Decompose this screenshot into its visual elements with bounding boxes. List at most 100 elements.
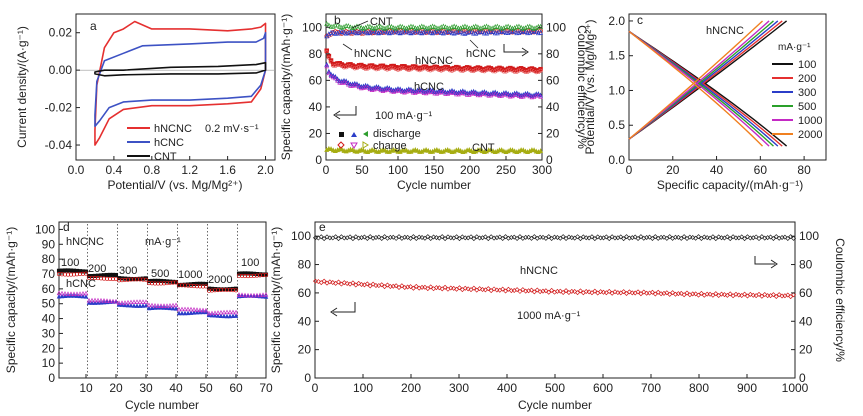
panel-b-point-hcnc-right <box>326 31 332 37</box>
panel-b-point-hcnc-right <box>330 29 336 35</box>
panel-b-point-hcnc-right <box>345 30 351 36</box>
panel-d-point <box>218 313 224 319</box>
panel-c-ylabel: Potential/V (vs. Mg/Mg²⁺) <box>583 19 597 154</box>
panel-e-point-efficiency <box>652 234 658 240</box>
panel-e-yl-tick-label: 20 <box>298 343 312 357</box>
panel-e-point-capacity <box>546 289 552 295</box>
panel-d-point <box>83 290 89 296</box>
panel-e-point-efficiency <box>543 235 549 241</box>
legend-b-charge-label: charge <box>373 140 407 152</box>
panel-b-point-hcnc-right <box>339 28 345 34</box>
panel-e-point-efficiency <box>632 234 638 240</box>
panel-b-point-cnt-right <box>494 23 500 29</box>
panel-e-point-capacity <box>451 285 457 291</box>
panel-b-pointer-cnt <box>351 20 369 29</box>
panel-e-arrow-left <box>333 302 356 313</box>
panel-d-point <box>173 302 179 308</box>
panel-e-point-capacity <box>520 287 526 293</box>
panel-e-point-efficiency <box>347 234 353 240</box>
panel-b-point-cnt-left <box>328 146 334 152</box>
cv-curve-hncnc <box>94 20 267 146</box>
panel-b-point-hcnc-right <box>414 28 420 34</box>
legend-b-discharge-hcnc <box>351 132 357 137</box>
panel-e-point-efficiency <box>770 236 776 242</box>
panel-d-point <box>116 278 122 283</box>
panel-e-arrowhead-right <box>770 259 778 269</box>
panel-b-point-cnt-right <box>484 23 490 29</box>
panel-e-point-capacity <box>330 280 336 286</box>
panel-d-y-tick-label: 60 <box>42 282 56 296</box>
panel-b-x-tick-label: 250 <box>496 163 516 177</box>
panel-c-x-tick-label: 40 <box>710 163 724 177</box>
panel-d-point <box>95 297 101 303</box>
panel-d-point <box>83 271 89 276</box>
panel-b-point-hcnc-right <box>404 28 410 34</box>
panel-b-point-cnt-right <box>443 24 448 30</box>
panel-d-point <box>242 273 248 279</box>
panel-e-point-capacity <box>321 278 327 284</box>
panel-d-point <box>209 310 215 316</box>
panel-b-point-hcnc-right <box>356 29 362 35</box>
panel-e-point-efficiency <box>595 234 601 240</box>
panel-e-xticks: 0 100 200 300 400 500 600 700 800 900 1000 <box>312 374 809 395</box>
panel-e-point-capacity <box>698 290 704 296</box>
panel-d-point <box>116 300 122 305</box>
panel-d-xlabel: Cycle number <box>125 398 199 412</box>
panel-d-point <box>242 292 248 298</box>
legend-c-label-2000: 2000 <box>798 129 822 141</box>
panel-d-point <box>119 278 125 283</box>
panel-d-point <box>89 297 95 303</box>
panel-e-point-efficiency <box>678 235 684 241</box>
panel-d-xticks: 10 20 30 40 50 60 70 <box>79 374 273 395</box>
panel-b-point-cnt-right <box>462 23 468 29</box>
panel-b-point-cnt-right <box>451 23 457 29</box>
panel-b-pointer-hcnc <box>469 39 479 49</box>
panel-b: 0 50 100 150 200 250 300 0 20 40 60 80 100 0 20 40 60 8… <box>279 13 589 192</box>
panel-d-point <box>263 272 269 278</box>
panel-d-point <box>143 299 149 304</box>
panel-d-point <box>200 284 206 289</box>
panel-d-point <box>74 291 80 296</box>
panel-d-point <box>128 303 134 308</box>
panel-d-point <box>140 299 146 304</box>
panel-e-x-tick-label: 0 <box>312 381 319 395</box>
panel-d-y-tick-label: 20 <box>42 341 56 355</box>
panel-e-point-efficiency <box>336 236 342 242</box>
panel-c-legend-title: mA·g⁻¹ <box>778 42 811 53</box>
panel-d-point <box>110 276 116 282</box>
panel-e-yl-tick-label: 80 <box>298 258 312 272</box>
panel-c-y-tick-label: 2.0 <box>608 14 625 28</box>
panel-e-point-capacity <box>713 291 719 297</box>
panel-e-ylabel-left: Specific capacity/(mAh·g⁻¹) <box>269 227 283 373</box>
panel-d-point <box>59 293 65 299</box>
panel-d-rate-200: 200 <box>88 263 106 275</box>
panel-d-point <box>260 292 266 297</box>
panel-b-yl-tick-label: 100 <box>302 20 322 34</box>
panel-d-point <box>86 275 92 280</box>
panel-e-point-capacity <box>480 286 486 292</box>
panel-d-point <box>89 300 95 305</box>
panel-d-point <box>122 300 128 305</box>
panel-c-x-tick-label: 20 <box>666 163 680 177</box>
panel-e-x-tick-label: 200 <box>401 381 421 395</box>
panel-e-x-tick-label: 100 <box>353 381 373 395</box>
panel-d-point <box>254 273 260 278</box>
panel-e-point-efficiency <box>471 236 477 242</box>
panel-b-x-tick-label: 50 <box>355 163 369 177</box>
panel-b-pointer-hncnc <box>342 43 353 51</box>
panel-b-point-hcnc-right <box>468 29 474 35</box>
panel-e-point-capacity <box>600 289 606 295</box>
panel-d-point <box>101 298 107 303</box>
panel-d-point <box>104 276 110 281</box>
panel-e-point-capacity <box>500 286 506 292</box>
cv-curve-cnt <box>94 61 267 77</box>
panel-d-plot <box>56 224 269 376</box>
panel-e-point-capacity <box>747 291 753 297</box>
panel-d-point <box>182 283 188 288</box>
panel-d-point <box>137 299 143 304</box>
panel-d-point <box>137 277 143 282</box>
panel-c-xticks: 0 20 40 60 80 <box>626 156 811 177</box>
panel-e-point-efficiency <box>667 234 673 240</box>
panel-c-frame <box>628 13 827 161</box>
panel-e-point-efficiency <box>367 234 373 240</box>
